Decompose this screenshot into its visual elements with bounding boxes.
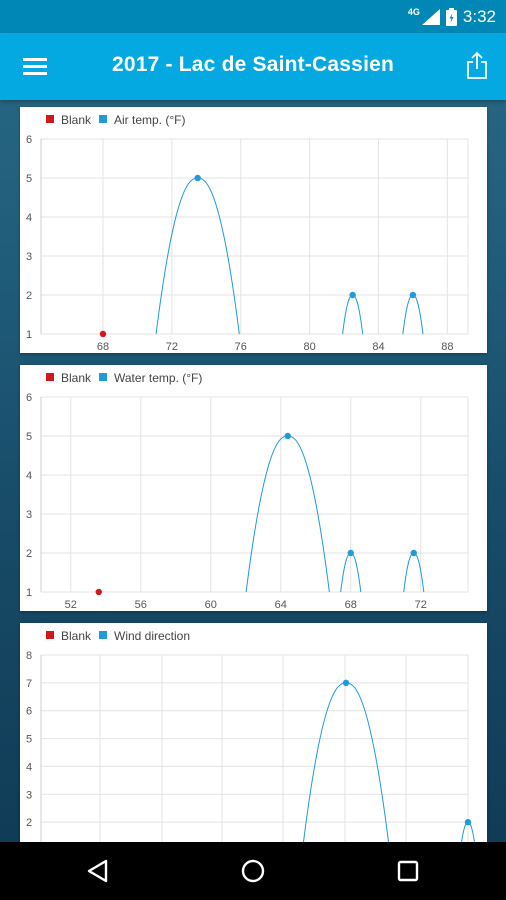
y-tick-label: 7 [26,678,32,690]
legend-swatch [99,631,107,639]
x-tick-label: 88 [441,341,453,353]
chart-legend: Blank Water temp. (°F) [46,371,202,385]
y-tick-label: 3 [26,509,32,521]
y-tick-label: 3 [26,251,32,263]
y-tick-label: 4 [26,761,32,773]
back-icon[interactable] [82,855,114,887]
legend-swatch [46,373,54,381]
legend-label: Water temp. (°F) [114,371,202,385]
legend-label: Air temp. (°F) [114,113,185,127]
status-time: 3:32 [462,7,496,26]
wind-direction-chart: Blank Wind direction 2 3 4 5 6 7 8 [26,629,476,851]
status-bar: 4G 3:32 [0,0,506,33]
y-tick-label: 4 [26,212,32,224]
battery-icon [445,8,457,26]
series-point [409,291,417,299]
series-segment [302,682,390,850]
x-tick-label: 64 [275,599,287,611]
legend-label: Blank [61,113,92,127]
y-tick-label: 5 [26,734,32,746]
app-bar: 2017 - Lac de Saint-Cassien [0,33,506,100]
series-point [349,291,356,299]
series-segment [342,294,364,334]
x-tick-label: 56 [135,599,147,611]
share-icon[interactable] [464,50,490,82]
x-tick-label: 60 [205,599,217,611]
x-tick-label: 68 [97,341,109,353]
x-tick-label: 52 [65,599,77,611]
series-segment [245,435,330,592]
network-type-label: 4G [407,7,420,17]
y-tick-label: 4 [26,470,32,482]
legend-label: Blank [61,371,92,385]
y-tick-label: 1 [26,329,32,341]
y-tick-label: 2 [26,290,32,302]
chart-legend: Blank Wind direction [46,629,190,643]
series-point [464,818,472,826]
legend-swatch [99,115,107,123]
signal-icon [421,9,440,25]
y-tick-label: 2 [26,817,32,829]
y-tick-label: 6 [26,706,32,718]
hamburger-menu-icon[interactable] [18,51,52,81]
chart-legend: Blank Air temp. (°F) [46,113,185,127]
home-icon[interactable] [237,855,269,887]
y-tick-label: 5 [26,431,32,443]
series-line [302,682,476,850]
y-tick-label: 3 [26,789,32,801]
blank-point [99,330,107,338]
series-segment [155,177,240,334]
series-point [284,432,291,440]
chart-card-water-temp: Blank Water temp. (°F) 1 2 3 4 5 6 52 56 60 64 68 72 [20,365,487,611]
x-tick-label: 84 [372,341,384,353]
x-tick-label: 76 [235,341,247,353]
series-line [155,177,424,334]
y-tick-label: 8 [26,650,32,662]
x-tick-label: 80 [303,341,315,353]
series-point [410,549,417,557]
legend-swatch [99,373,107,381]
x-tick-label: 72 [415,599,427,611]
blank-point [95,588,102,596]
status-icons: 4G 3:32 [408,7,496,27]
y-tick-label: 2 [26,548,32,560]
page-title: 2017 - Lac de Saint-Cassien [111,53,395,76]
y-tick-label: 6 [26,134,32,146]
air-temp-chart: Blank Air temp. (°F) 1 2 3 4 5 6 68 72 76 80 84 88 [26,113,469,353]
x-tick-label: 72 [166,341,178,353]
y-tick-label: 5 [26,173,32,185]
navigation-bar [0,842,506,900]
y-tick-label: 1 [26,587,32,599]
series-point [347,549,354,557]
chart-card-air-temp: Blank Air temp. (°F) 1 2 3 4 5 6 68 72 76 80 84 88 [20,107,487,353]
legend-swatch [46,115,54,123]
y-tick-label: 6 [26,392,32,404]
legend-label: Blank [61,629,92,643]
series-point [194,174,201,182]
recents-icon[interactable] [392,855,424,887]
legend-swatch [46,631,54,639]
legend-label: Wind direction [114,629,190,643]
series-segment [402,294,424,334]
series-point [342,679,350,687]
x-tick-label: 68 [345,599,357,611]
series-line [245,435,425,592]
chart-card-wind-direction: Blank Wind direction 2 3 4 5 6 7 8 [20,623,487,853]
